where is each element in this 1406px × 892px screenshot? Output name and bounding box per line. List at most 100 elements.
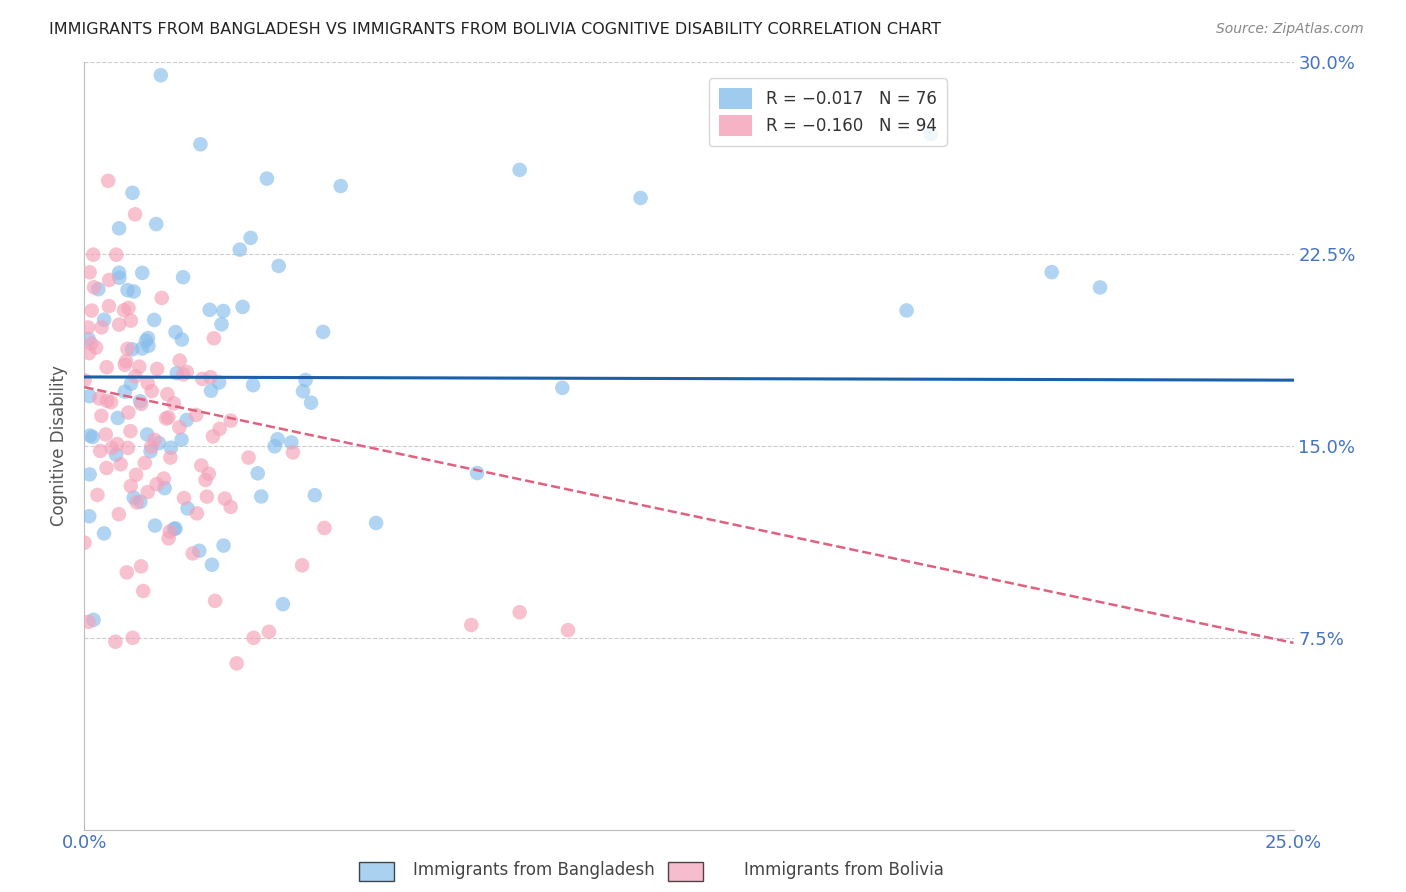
Point	[281, 445, 304, 459]
Point	[77, 332, 100, 346]
Point	[299, 395, 322, 409]
Point	[120, 376, 142, 391]
Point	[77, 320, 100, 334]
Point	[191, 372, 214, 386]
Point	[90, 320, 112, 334]
Point	[176, 501, 198, 516]
Point	[169, 353, 191, 368]
Point	[263, 439, 285, 453]
Point	[163, 396, 186, 410]
Point	[87, 282, 110, 296]
Point	[122, 491, 145, 505]
Point	[141, 440, 163, 454]
Point	[201, 558, 224, 572]
Point	[98, 273, 121, 287]
Point	[86, 488, 108, 502]
Point	[73, 535, 96, 549]
Point	[212, 304, 235, 318]
Point	[129, 559, 152, 574]
Point	[117, 301, 139, 315]
Text: Immigrants from Bolivia: Immigrants from Bolivia	[744, 861, 943, 879]
Point	[82, 248, 104, 262]
Point	[292, 384, 315, 399]
Point	[84, 341, 107, 355]
Point	[108, 221, 131, 235]
Point	[135, 334, 157, 348]
Point	[121, 186, 143, 200]
Point	[124, 369, 146, 384]
Point	[195, 490, 218, 504]
Point	[198, 302, 221, 317]
Point	[304, 488, 326, 502]
Point	[117, 342, 139, 356]
Point	[89, 444, 111, 458]
Point	[138, 339, 160, 353]
Point	[150, 291, 173, 305]
Point	[145, 217, 167, 231]
Point	[79, 428, 101, 442]
Point	[197, 467, 219, 481]
Text: Immigrants from Bangladesh: Immigrants from Bangladesh	[413, 861, 655, 879]
Point	[122, 285, 145, 299]
Point	[212, 539, 235, 553]
Point	[152, 471, 174, 485]
Point	[364, 516, 387, 530]
Point	[509, 605, 531, 619]
Point	[239, 231, 262, 245]
Point	[82, 613, 104, 627]
Point	[120, 479, 142, 493]
Point	[165, 325, 187, 339]
Point	[1040, 265, 1063, 279]
Point	[124, 207, 146, 221]
Point	[114, 384, 136, 399]
Point	[115, 566, 138, 580]
Point	[232, 300, 254, 314]
Point	[129, 397, 152, 411]
Point	[271, 597, 294, 611]
Point	[208, 376, 231, 390]
Point	[176, 413, 198, 427]
Point	[136, 331, 159, 345]
Point	[557, 623, 579, 637]
Point	[242, 631, 264, 645]
Point	[129, 495, 152, 509]
Point	[141, 384, 163, 398]
Point	[94, 427, 117, 442]
Point	[186, 506, 208, 520]
Point	[120, 424, 142, 438]
Point	[280, 435, 302, 450]
Point	[155, 411, 177, 425]
Point	[267, 259, 290, 273]
Point	[129, 394, 152, 409]
Point	[291, 558, 314, 573]
Point	[896, 303, 918, 318]
Point	[117, 406, 139, 420]
Point	[134, 456, 156, 470]
Point	[157, 532, 180, 546]
Point	[136, 485, 159, 500]
Point	[201, 429, 224, 443]
Point	[125, 467, 148, 482]
Point	[131, 266, 153, 280]
Point	[166, 366, 188, 380]
Point	[159, 524, 181, 539]
Point	[80, 336, 103, 351]
Point	[96, 393, 118, 408]
Point	[104, 634, 127, 648]
Point	[202, 331, 225, 345]
Point	[105, 437, 128, 451]
Point	[204, 594, 226, 608]
Point	[115, 354, 138, 368]
Point	[100, 395, 122, 409]
Point	[114, 358, 136, 372]
Point	[184, 408, 207, 422]
Point	[294, 373, 316, 387]
Point	[229, 243, 252, 257]
Point	[219, 500, 242, 514]
Point	[139, 444, 162, 458]
Point	[246, 467, 269, 481]
Point	[920, 127, 942, 141]
Point	[200, 370, 222, 384]
Point	[160, 441, 183, 455]
Point	[107, 411, 129, 425]
